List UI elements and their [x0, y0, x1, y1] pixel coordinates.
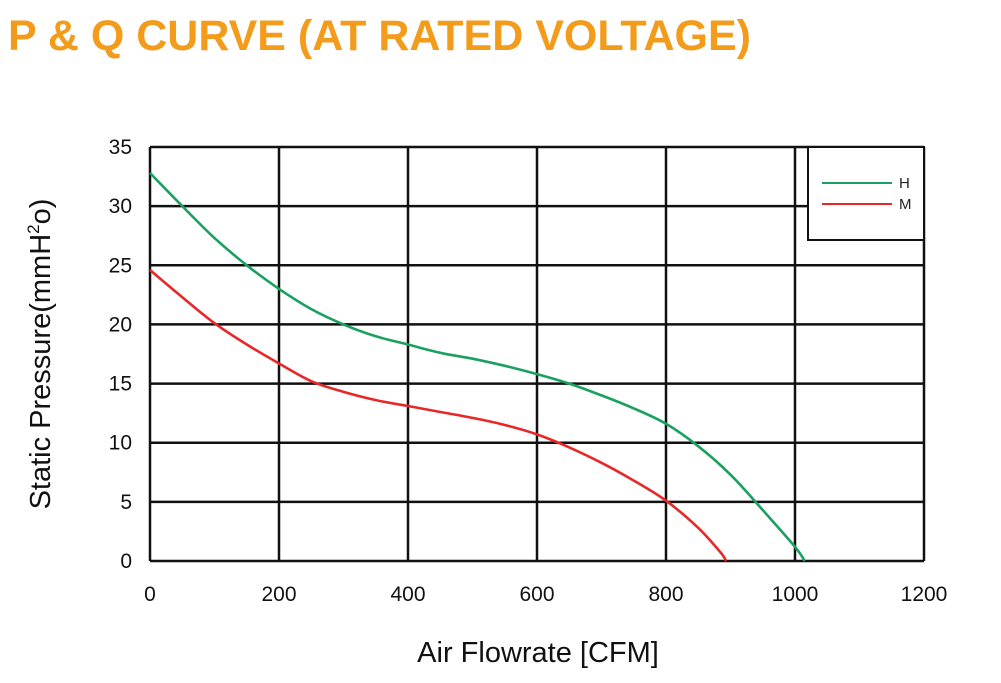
grid	[148, 145, 926, 563]
y-tick-label: 35	[109, 136, 132, 159]
legend: HM	[807, 146, 925, 241]
y-tick-label: 0	[120, 550, 132, 573]
y-axis-label: Static Pressure(mmH2o)	[24, 199, 57, 510]
x-tick-label: 1200	[901, 583, 948, 606]
y-tick-label: 5	[120, 491, 132, 514]
y-tick-label: 20	[109, 313, 132, 336]
x-tick-label: 0	[144, 583, 156, 606]
legend-label: H	[899, 175, 910, 192]
axis-ticks: 0 200 400 600 800 1000 1200 0 5 10 15 20 25 30 35	[109, 136, 948, 606]
legend-box	[807, 146, 925, 241]
x-tick-label: 600	[519, 583, 554, 606]
series-line-h	[149, 172, 806, 562]
y-tick-label: 30	[109, 195, 132, 218]
x-axis-label: Air Flowrate [CFM]	[417, 637, 659, 669]
legend-label: M	[899, 196, 912, 213]
x-tick-label: 1000	[772, 583, 819, 606]
x-tick-label: 400	[390, 583, 425, 606]
x-tick-label: 800	[648, 583, 683, 606]
chart-title: P & Q CURVE (AT RATED VOLTAGE)	[8, 12, 751, 60]
y-tick-label: 15	[109, 373, 132, 396]
series-line-m	[149, 269, 728, 562]
y-tick-label: 10	[109, 432, 132, 455]
y-tick-label: 25	[109, 254, 132, 277]
plot-series	[149, 172, 806, 562]
x-tick-label: 200	[261, 583, 296, 606]
